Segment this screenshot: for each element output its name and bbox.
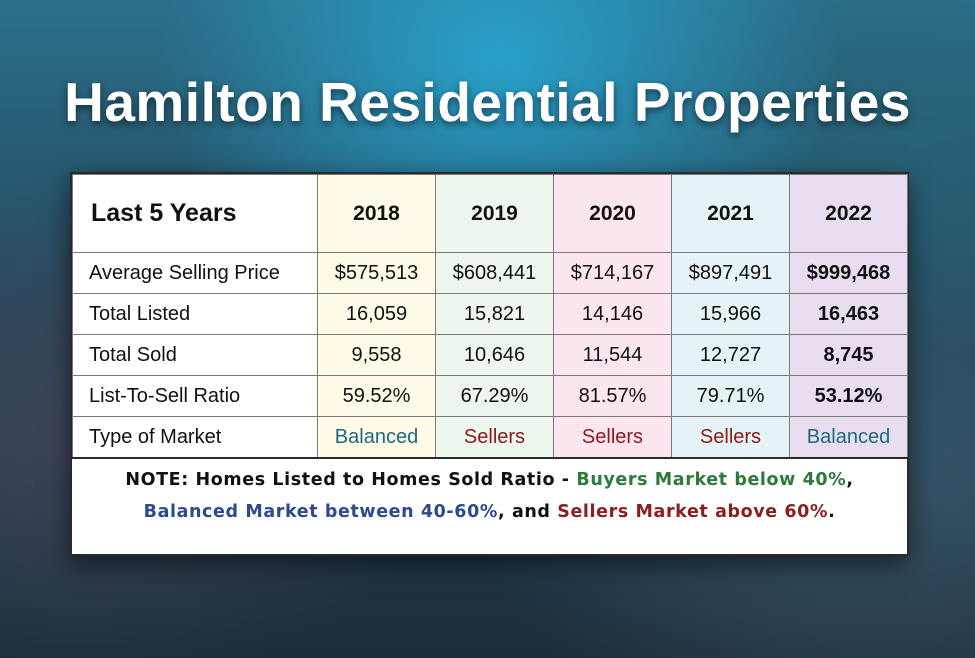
market-type-cell: Balanced bbox=[789, 416, 908, 459]
market-type-cell: Sellers bbox=[553, 416, 672, 459]
table-cell: $714,167 bbox=[553, 252, 672, 294]
table-cell: 16,463 bbox=[789, 293, 908, 335]
year-header-2019: 2019 bbox=[435, 174, 554, 253]
table-cell: $575,513 bbox=[317, 252, 436, 294]
table-cell: 16,059 bbox=[317, 293, 436, 335]
table-cell: 12,727 bbox=[671, 334, 790, 376]
table-row-type-of-market: Type of Market Balanced Sellers Sellers … bbox=[72, 416, 908, 459]
year-header-2018: 2018 bbox=[317, 174, 436, 253]
note-sellers: Sellers Market above 60% bbox=[557, 502, 829, 522]
note-balanced: Balanced Market between 40-60% bbox=[143, 502, 498, 522]
table-row-list-to-sell-ratio: List-To-Sell Ratio 59.52% 67.29% 81.57% … bbox=[72, 375, 908, 417]
table-cell: 53.12% bbox=[789, 375, 908, 417]
note-comma: , bbox=[846, 470, 854, 490]
row-label: Total Listed bbox=[72, 293, 318, 335]
table-cell: 14,146 bbox=[553, 293, 672, 335]
table-cell: 79.71% bbox=[671, 375, 790, 417]
note-line-2: Balanced Market between 40-60%, and Sell… bbox=[72, 496, 907, 528]
table-row-average-selling-price: Average Selling Price $575,513 $608,441 … bbox=[72, 252, 908, 294]
note-suffix: . bbox=[828, 502, 836, 522]
table-header-row: Last 5 Years 2018 2019 2020 2021 2022 bbox=[72, 174, 908, 253]
note-buyers: Buyers Market below 40% bbox=[576, 470, 847, 490]
row-label: Type of Market bbox=[72, 416, 318, 459]
row-label: List-To-Sell Ratio bbox=[72, 375, 318, 417]
table-cell: 11,544 bbox=[553, 334, 672, 376]
table-row-total-sold: Total Sold 9,558 10,646 11,544 12,727 8,… bbox=[72, 334, 908, 376]
market-type-cell: Sellers bbox=[435, 416, 554, 459]
table-cell: 67.29% bbox=[435, 375, 554, 417]
table-row-total-listed: Total Listed 16,059 15,821 14,146 15,966… bbox=[72, 293, 908, 335]
market-table-card: Last 5 Years 2018 2019 2020 2021 2022 Av… bbox=[70, 172, 909, 556]
table-cell: 81.57% bbox=[553, 375, 672, 417]
year-header-2020: 2020 bbox=[553, 174, 672, 253]
market-type-cell: Sellers bbox=[671, 416, 790, 459]
note-line-1: NOTE: Homes Listed to Homes Sold Ratio -… bbox=[72, 464, 907, 496]
table-cell: $897,491 bbox=[671, 252, 790, 294]
table-cell: $999,468 bbox=[789, 252, 908, 294]
year-header-2021: 2021 bbox=[671, 174, 790, 253]
note-middle: , and bbox=[498, 502, 551, 522]
table-cell: 10,646 bbox=[435, 334, 554, 376]
ratio-note: NOTE: Homes Listed to Homes Sold Ratio -… bbox=[72, 464, 907, 528]
table-cell: 8,745 bbox=[789, 334, 908, 376]
year-header-2022: 2022 bbox=[789, 174, 908, 253]
row-label: Total Sold bbox=[72, 334, 318, 376]
table-cell: 15,821 bbox=[435, 293, 554, 335]
table-corner-label: Last 5 Years bbox=[72, 174, 318, 253]
market-stats-table: Last 5 Years 2018 2019 2020 2021 2022 Av… bbox=[72, 174, 908, 459]
market-type-cell: Balanced bbox=[317, 416, 436, 459]
note-prefix: NOTE: Homes Listed to Homes Sold Ratio - bbox=[125, 470, 570, 490]
row-label: Average Selling Price bbox=[72, 252, 318, 294]
table-cell: 15,966 bbox=[671, 293, 790, 335]
table-cell: 9,558 bbox=[317, 334, 436, 376]
page-title: Hamilton Residential Properties bbox=[64, 71, 911, 133]
table-cell: 59.52% bbox=[317, 375, 436, 417]
table-cell: $608,441 bbox=[435, 252, 554, 294]
